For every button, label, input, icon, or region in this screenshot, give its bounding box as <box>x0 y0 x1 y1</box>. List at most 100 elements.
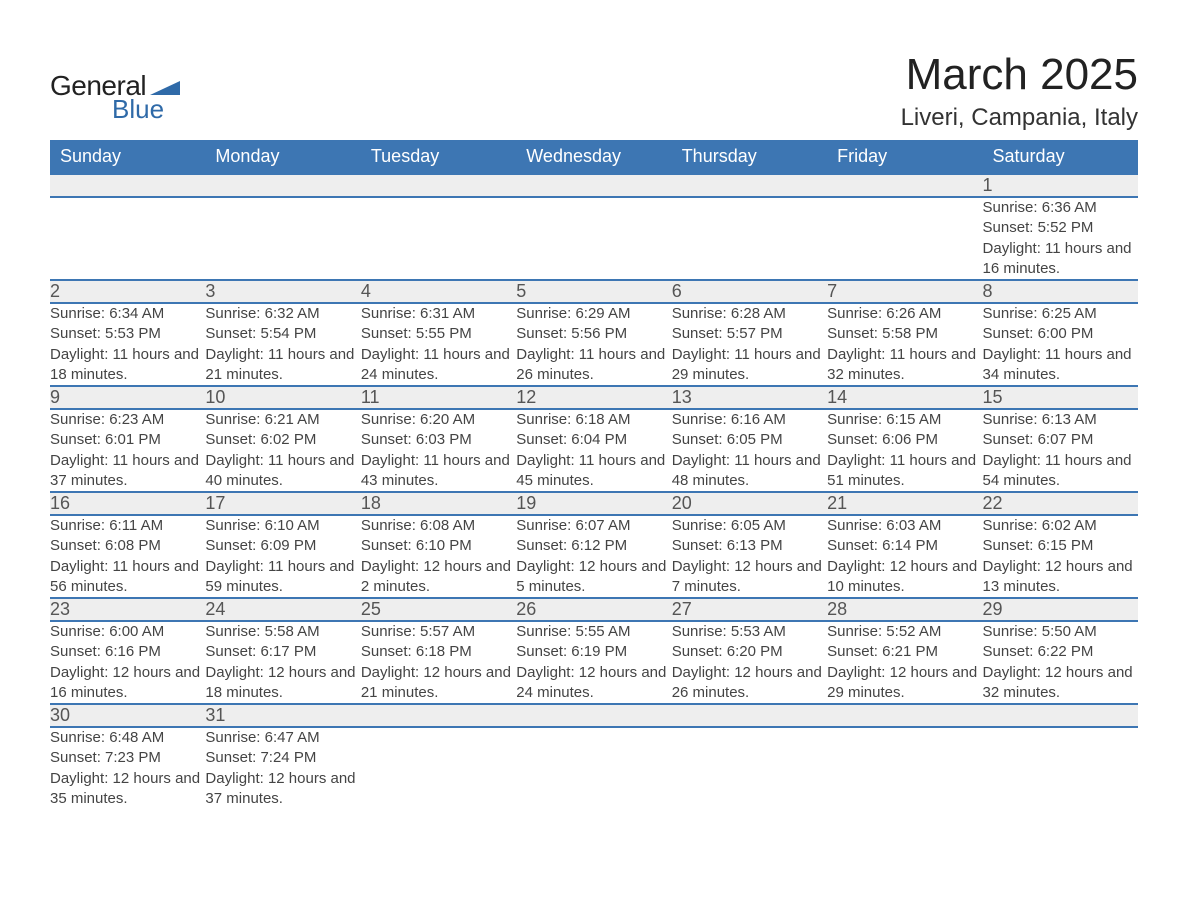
daylight-line: Daylight: 12 hours and 37 minutes. <box>205 769 360 810</box>
logo-word-blue: Blue <box>112 94 164 125</box>
sunrise-line: Sunrise: 6:34 AM <box>50 304 205 324</box>
sunrise-line: Sunrise: 5:55 AM <box>516 622 671 642</box>
day-detail-cell: Sunrise: 6:34 AMSunset: 5:53 PMDaylight:… <box>50 303 205 386</box>
day-detail-cell <box>672 727 827 809</box>
day-number-cell: 28 <box>827 598 982 621</box>
sunrise-line: Sunrise: 6:10 AM <box>205 516 360 536</box>
daylight-line: Daylight: 11 hours and 16 minutes. <box>983 239 1138 280</box>
sunrise-line: Sunrise: 6:29 AM <box>516 304 671 324</box>
day-number-cell: 21 <box>827 492 982 515</box>
daylight-line: Daylight: 12 hours and 2 minutes. <box>361 557 516 598</box>
day-detail-cell: Sunrise: 6:26 AMSunset: 5:58 PMDaylight:… <box>827 303 982 386</box>
logo: General Blue <box>50 70 180 125</box>
day-number-cell <box>516 174 671 197</box>
daylight-line: Daylight: 12 hours and 26 minutes. <box>672 663 827 704</box>
sunset-line: Sunset: 6:06 PM <box>827 430 982 450</box>
sunset-line: Sunset: 6:05 PM <box>672 430 827 450</box>
location-subtitle: Liveri, Campania, Italy <box>901 104 1138 132</box>
day-detail-cell <box>827 197 982 280</box>
day-number-cell: 19 <box>516 492 671 515</box>
sunset-line: Sunset: 6:13 PM <box>672 536 827 556</box>
day-number-cell: 23 <box>50 598 205 621</box>
day-detail-cell: Sunrise: 6:03 AMSunset: 6:14 PMDaylight:… <box>827 515 982 598</box>
sunrise-line: Sunrise: 6:13 AM <box>983 410 1138 430</box>
sunrise-line: Sunrise: 5:50 AM <box>983 622 1138 642</box>
day-number-cell: 1 <box>983 174 1138 197</box>
dayhdr-sat: Saturday <box>983 140 1138 174</box>
day-number-cell <box>361 704 516 727</box>
day-detail-cell: Sunrise: 6:16 AMSunset: 6:05 PMDaylight:… <box>672 409 827 492</box>
daylight-line: Daylight: 11 hours and 54 minutes. <box>983 451 1138 492</box>
day-number-cell: 5 <box>516 280 671 303</box>
day-detail-cell <box>672 197 827 280</box>
sunset-line: Sunset: 6:15 PM <box>983 536 1138 556</box>
day-number-cell <box>361 174 516 197</box>
day-number-cell: 6 <box>672 280 827 303</box>
sunrise-line: Sunrise: 6:31 AM <box>361 304 516 324</box>
day-detail-cell <box>50 197 205 280</box>
week-daynum-row: 1 <box>50 174 1138 197</box>
daylight-line: Daylight: 11 hours and 26 minutes. <box>516 345 671 386</box>
week-detail-row: Sunrise: 6:23 AMSunset: 6:01 PM Daylight:… <box>50 409 1138 492</box>
day-detail-cell <box>516 197 671 280</box>
day-number-cell <box>516 704 671 727</box>
sunrise-line: Sunrise: 6:23 AM <box>50 410 205 430</box>
sunset-line: Sunset: 6:19 PM <box>516 642 671 662</box>
sunset-line: Sunset: 5:54 PM <box>205 324 360 344</box>
sunrise-line: Sunrise: 6:07 AM <box>516 516 671 536</box>
day-detail-cell <box>361 197 516 280</box>
daylight-line: Daylight: 11 hours and 29 minutes. <box>672 345 827 386</box>
daylight-line: Daylight: 12 hours and 18 minutes. <box>205 663 360 704</box>
day-number-cell: 3 <box>205 280 360 303</box>
day-number-cell: 14 <box>827 386 982 409</box>
sunrise-line: Sunrise: 6:18 AM <box>516 410 671 430</box>
sunset-line: Sunset: 6:08 PM <box>50 536 205 556</box>
day-number-cell: 12 <box>516 386 671 409</box>
sunrise-line: Sunrise: 6:03 AM <box>827 516 982 536</box>
day-detail-cell: Sunrise: 6:13 AMSunset: 6:07 PMDaylight:… <box>983 409 1138 492</box>
sunset-line: Sunset: 6:09 PM <box>205 536 360 556</box>
day-detail-cell <box>361 727 516 809</box>
sunset-line: Sunset: 6:18 PM <box>361 642 516 662</box>
day-number-cell: 10 <box>205 386 360 409</box>
sunset-line: Sunset: 6:20 PM <box>672 642 827 662</box>
daylight-line: Daylight: 12 hours and 35 minutes. <box>50 769 205 810</box>
day-number-cell: 11 <box>361 386 516 409</box>
daylight-line: Daylight: 12 hours and 7 minutes. <box>672 557 827 598</box>
day-detail-cell: Sunrise: 5:57 AMSunset: 6:18 PMDaylight:… <box>361 621 516 704</box>
dayhdr-thu: Thursday <box>672 140 827 174</box>
day-number-cell <box>983 704 1138 727</box>
sunrise-line: Sunrise: 6:02 AM <box>983 516 1138 536</box>
day-number-cell <box>827 174 982 197</box>
day-number-cell <box>672 174 827 197</box>
day-detail-cell: Sunrise: 6:25 AMSunset: 6:00 PMDaylight:… <box>983 303 1138 386</box>
day-number-cell: 13 <box>672 386 827 409</box>
day-number-cell: 25 <box>361 598 516 621</box>
sunset-line: Sunset: 6:12 PM <box>516 536 671 556</box>
daylight-line: Daylight: 12 hours and 13 minutes. <box>983 557 1138 598</box>
sunset-line: Sunset: 5:55 PM <box>361 324 516 344</box>
week-daynum-row: 16171819202122 <box>50 492 1138 515</box>
dayhdr-mon: Monday <box>205 140 360 174</box>
daylight-line: Daylight: 11 hours and 34 minutes. <box>983 345 1138 386</box>
week-daynum-row: 3031 <box>50 704 1138 727</box>
sunrise-line: Sunrise: 6:36 AM <box>983 198 1138 218</box>
sunrise-line: Sunrise: 6:20 AM <box>361 410 516 430</box>
sunrise-line: Sunrise: 6:16 AM <box>672 410 827 430</box>
sunset-line: Sunset: 6:01 PM <box>50 430 205 450</box>
week-detail-row: Sunrise: 6:00 AMSunset: 6:16 PMDaylight:… <box>50 621 1138 704</box>
sunset-line: Sunset: 5:52 PM <box>983 218 1138 238</box>
day-detail-cell: Sunrise: 6:32 AMSunset: 5:54 PMDaylight:… <box>205 303 360 386</box>
day-detail-cell <box>205 197 360 280</box>
sunset-line: Sunset: 5:58 PM <box>827 324 982 344</box>
sunset-line: Sunset: 7:24 PM <box>205 748 360 768</box>
dayhdr-wed: Wednesday <box>516 140 671 174</box>
sunset-line: Sunset: 5:56 PM <box>516 324 671 344</box>
sunrise-line: Sunrise: 6:00 AM <box>50 622 205 642</box>
day-detail-cell: Sunrise: 5:53 AMSunset: 6:20 PMDaylight:… <box>672 621 827 704</box>
day-detail-cell: Sunrise: 5:52 AMSunset: 6:21 PMDaylight:… <box>827 621 982 704</box>
day-detail-cell: Sunrise: 6:23 AMSunset: 6:01 PMDaylight:… <box>50 409 205 492</box>
day-number-cell: 26 <box>516 598 671 621</box>
sunrise-line: Sunrise: 6:26 AM <box>827 304 982 324</box>
day-detail-cell: Sunrise: 6:31 AMSunset: 5:55 PMDaylight:… <box>361 303 516 386</box>
